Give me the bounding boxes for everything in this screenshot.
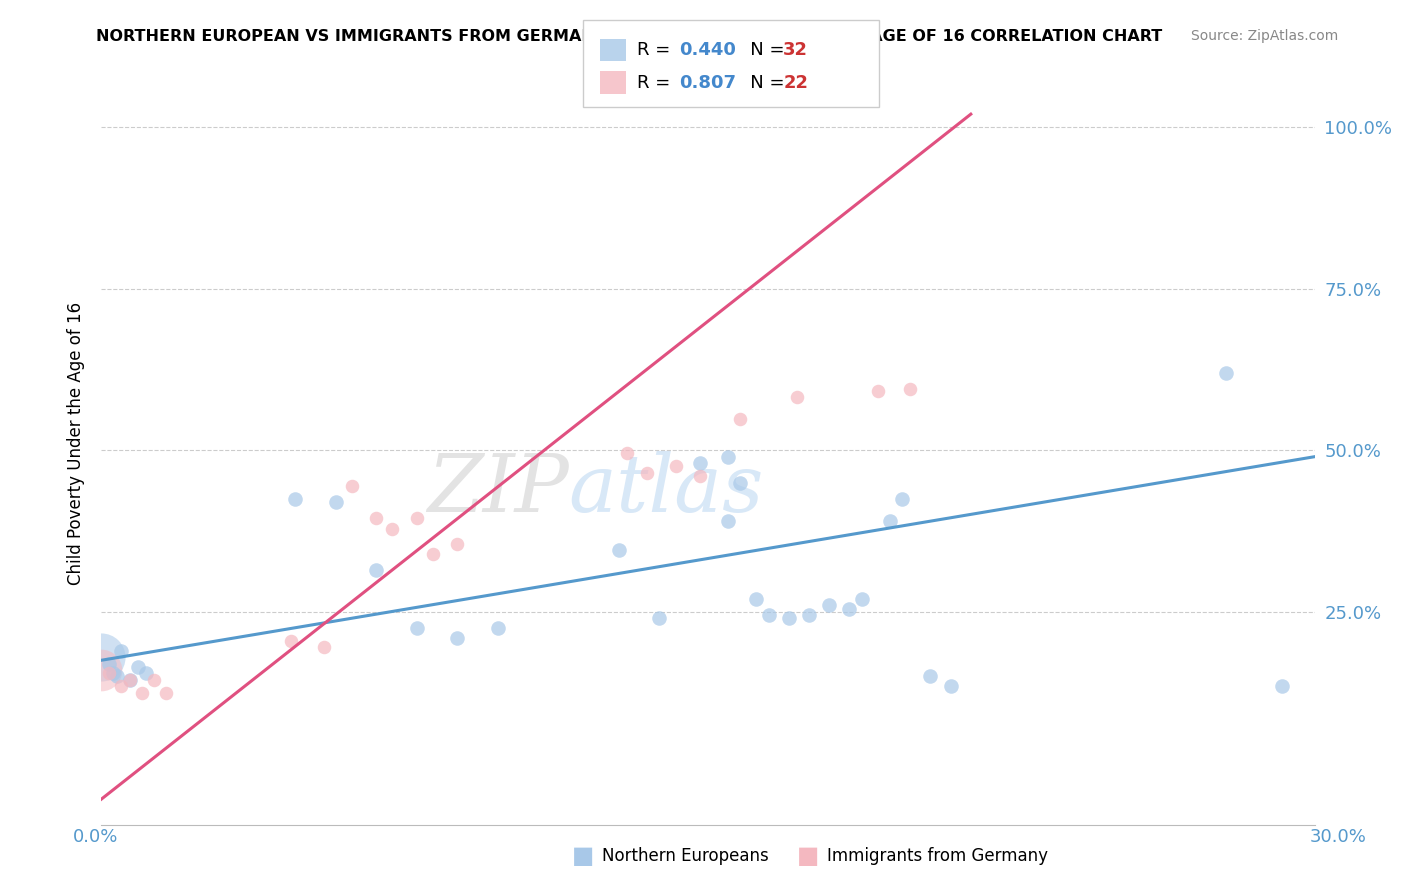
Point (135, 666, 157, 681)
Point (127, 659, 149, 673)
Point (486, 621, 509, 635)
Point (312, 640, 335, 655)
Text: Immigrants from Germany: Immigrants from Germany (827, 847, 1047, 865)
Point (879, 514, 901, 528)
Point (405, 511, 427, 525)
Point (98, 666, 121, 681)
Point (118, 673, 141, 687)
Text: ■: ■ (797, 845, 820, 868)
Point (818, 599, 841, 613)
Point (1215, 366, 1237, 380)
Point (155, 685, 177, 699)
Point (758, 608, 780, 623)
Point (325, 495, 347, 509)
Text: R =: R = (637, 41, 676, 59)
Point (898, 382, 921, 396)
Point (607, 543, 630, 558)
Point (90, 650, 112, 665)
Point (405, 621, 427, 635)
Text: Northern Europeans: Northern Europeans (602, 847, 769, 865)
Point (636, 466, 658, 480)
Point (366, 511, 388, 525)
Point (851, 591, 873, 606)
Text: 32: 32 (783, 41, 808, 59)
Point (778, 611, 800, 625)
Point (730, 475, 752, 490)
Point (90, 663, 112, 677)
Text: ZIP: ZIP (426, 450, 568, 528)
Point (142, 673, 165, 687)
Text: atlas: atlas (568, 450, 763, 528)
Point (616, 446, 638, 460)
Point (689, 469, 711, 483)
Point (366, 563, 388, 577)
Text: NORTHERN EUROPEAN VS IMMIGRANTS FROM GERMANY CHILD POVERTY UNDER THE AGE OF 16 C: NORTHERN EUROPEAN VS IMMIGRANTS FROM GER… (96, 29, 1161, 44)
Text: 0.0%: 0.0% (73, 828, 118, 846)
Point (107, 669, 129, 683)
Point (110, 643, 132, 657)
Point (730, 412, 752, 426)
Text: 22: 22 (783, 73, 808, 92)
Point (103, 666, 125, 681)
Text: 30.0%: 30.0% (1310, 828, 1367, 846)
Point (838, 601, 860, 615)
Point (939, 679, 962, 693)
Text: 0.807: 0.807 (679, 73, 737, 92)
Text: ■: ■ (572, 845, 595, 868)
Point (866, 384, 889, 398)
Point (920, 669, 942, 683)
Point (280, 633, 302, 648)
Point (381, 522, 404, 536)
Text: N =: N = (733, 73, 790, 92)
Point (891, 491, 914, 506)
Point (131, 685, 153, 699)
Point (745, 591, 768, 606)
Text: R =: R = (637, 73, 676, 92)
Point (446, 537, 468, 551)
Text: 0.440: 0.440 (679, 41, 735, 59)
Point (422, 547, 444, 561)
Point (717, 514, 740, 528)
Point (648, 611, 671, 625)
Point (118, 673, 141, 687)
Point (1271, 679, 1294, 693)
Point (664, 459, 686, 474)
Point (797, 608, 820, 623)
Point (717, 450, 740, 464)
Point (110, 679, 132, 693)
Point (98, 657, 121, 671)
Text: Source: ZipAtlas.com: Source: ZipAtlas.com (1191, 29, 1339, 43)
Point (446, 631, 468, 645)
Point (689, 456, 711, 470)
Point (340, 479, 363, 493)
Point (786, 390, 808, 404)
Y-axis label: Child Poverty Under the Age of 16: Child Poverty Under the Age of 16 (66, 302, 84, 585)
Point (284, 491, 307, 506)
Text: N =: N = (733, 41, 790, 59)
